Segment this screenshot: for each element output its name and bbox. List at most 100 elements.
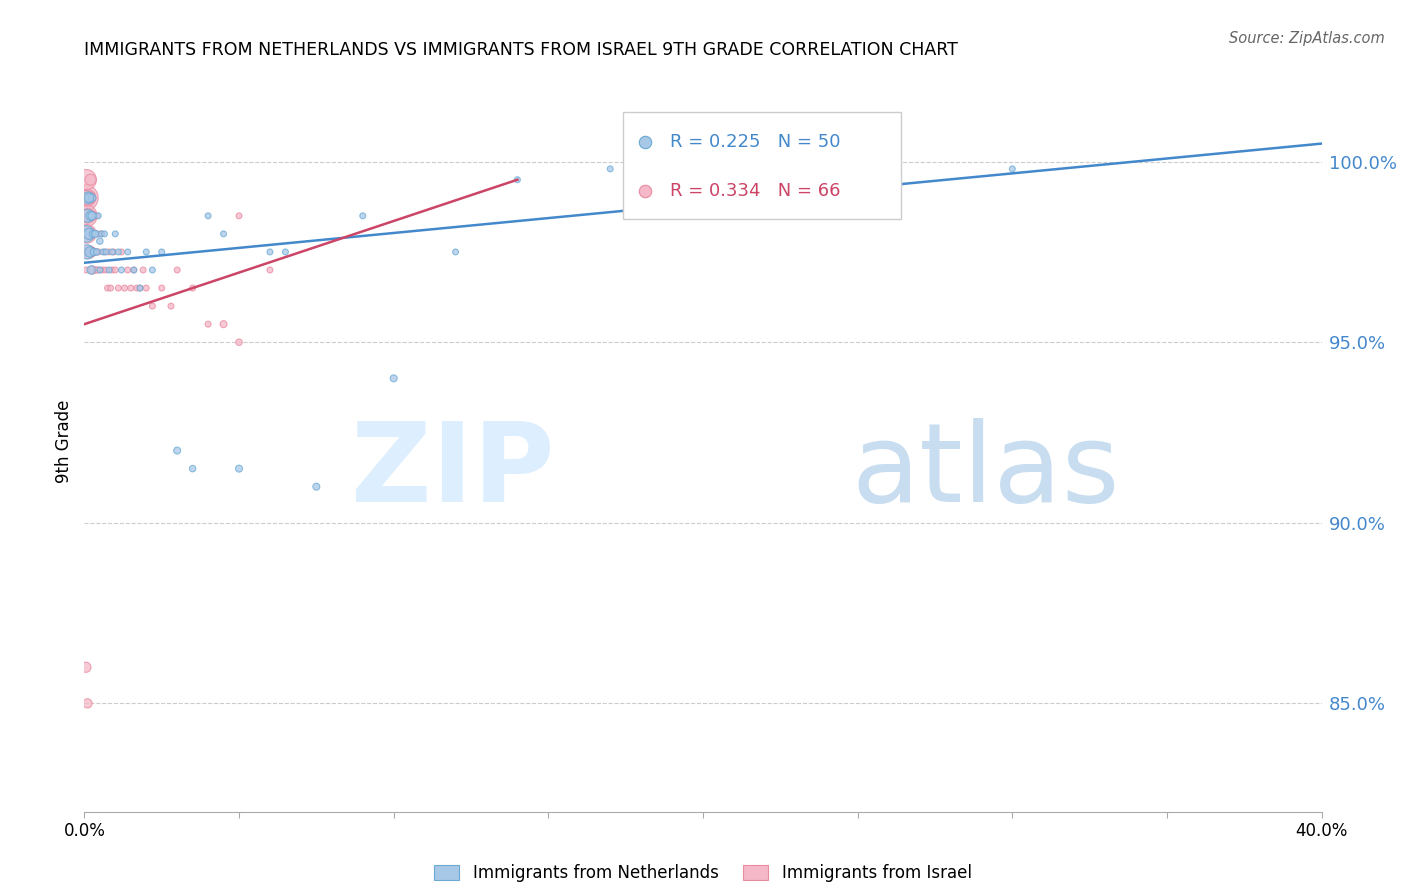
Point — [692, 161, 714, 176]
Point — [84, 227, 107, 241]
Point — [103, 244, 125, 259]
Point — [382, 371, 405, 385]
Point — [82, 209, 104, 223]
Point — [79, 244, 101, 259]
Point — [135, 244, 157, 259]
Point — [132, 263, 155, 277]
Point — [79, 209, 101, 223]
Text: Source: ZipAtlas.com: Source: ZipAtlas.com — [1229, 31, 1385, 46]
Point — [228, 335, 250, 350]
Point — [110, 244, 132, 259]
Point — [94, 244, 117, 259]
Point — [79, 172, 101, 186]
Point — [84, 244, 107, 259]
Point — [125, 281, 148, 295]
Point — [75, 660, 97, 674]
Point — [76, 697, 98, 711]
Point — [89, 263, 111, 277]
Point — [104, 263, 127, 277]
Point — [104, 227, 127, 241]
Point — [212, 317, 235, 331]
Point — [79, 191, 101, 205]
Point — [75, 209, 97, 223]
Point — [82, 191, 104, 205]
Point — [117, 263, 139, 277]
Point — [76, 209, 98, 223]
Point — [135, 281, 157, 295]
Point — [352, 209, 374, 223]
Point — [86, 244, 108, 259]
Point — [141, 263, 163, 277]
Point — [77, 244, 100, 259]
Point — [89, 263, 111, 277]
Point — [86, 263, 108, 277]
Point — [73, 191, 96, 205]
Point — [166, 443, 188, 458]
Point — [98, 244, 121, 259]
Point — [73, 244, 96, 259]
Point — [212, 227, 235, 241]
Point — [77, 191, 100, 205]
Point — [141, 299, 163, 313]
Point — [86, 263, 108, 277]
Point — [122, 263, 145, 277]
Point — [75, 172, 97, 186]
Point — [84, 244, 107, 259]
Point — [150, 244, 173, 259]
Point — [77, 227, 100, 241]
Point — [89, 234, 111, 248]
Point — [84, 209, 107, 223]
Point — [599, 161, 621, 176]
Point — [100, 281, 122, 295]
Point — [93, 227, 115, 241]
Point — [94, 263, 117, 277]
Point — [150, 281, 173, 295]
Point — [82, 209, 104, 223]
Point — [83, 227, 105, 241]
Point — [274, 244, 297, 259]
Text: R = 0.225   N = 50: R = 0.225 N = 50 — [669, 133, 841, 151]
Point — [82, 209, 104, 223]
Point — [129, 281, 152, 295]
Point — [90, 227, 112, 241]
Point — [80, 244, 103, 259]
Point — [83, 227, 105, 241]
Point — [83, 244, 105, 259]
Point — [76, 209, 98, 223]
Point — [93, 244, 115, 259]
Point — [129, 281, 152, 295]
FancyBboxPatch shape — [623, 112, 901, 219]
Point — [75, 263, 97, 277]
Point — [228, 209, 250, 223]
Point — [76, 244, 98, 259]
Point — [80, 209, 103, 223]
Text: R = 0.334   N = 66: R = 0.334 N = 66 — [669, 182, 841, 201]
Point — [122, 263, 145, 277]
Point — [77, 209, 100, 223]
Point — [305, 480, 328, 494]
Point — [75, 191, 97, 205]
Point — [1001, 161, 1024, 176]
Point — [160, 299, 183, 313]
Point — [77, 191, 100, 205]
Point — [82, 263, 104, 277]
Point — [444, 244, 467, 259]
Point — [79, 191, 101, 205]
Point — [91, 244, 114, 259]
Point — [117, 244, 139, 259]
Point — [181, 461, 204, 475]
Point — [76, 227, 98, 241]
Text: atlas: atlas — [852, 417, 1121, 524]
Point — [166, 263, 188, 277]
Point — [80, 263, 103, 277]
Point — [87, 209, 110, 223]
Point — [228, 461, 250, 475]
Point — [82, 244, 104, 259]
Point — [90, 227, 112, 241]
Point — [107, 244, 129, 259]
Point — [101, 244, 124, 259]
Point — [80, 244, 103, 259]
Text: ZIP: ZIP — [352, 417, 554, 524]
Point — [87, 244, 110, 259]
Point — [76, 191, 98, 205]
